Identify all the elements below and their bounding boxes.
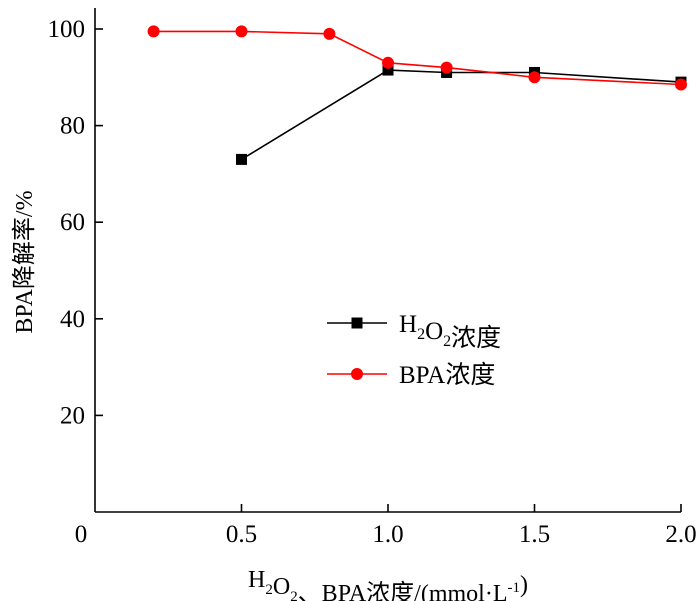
- y-tick-label: 80: [60, 113, 85, 140]
- y-tick-label: 100: [48, 16, 86, 43]
- subscript: 2: [417, 326, 425, 343]
- axes: [94, 8, 681, 513]
- series-2: [147, 25, 687, 91]
- subscript: 2: [290, 589, 298, 601]
- text-run: BPA浓度: [399, 361, 495, 389]
- legend-label: BPA浓度: [399, 361, 495, 389]
- x-axis-title: H2O2、BPA浓度/(mmol·L-1): [248, 567, 528, 601]
- text-run: H: [399, 311, 417, 338]
- text-run: ): [520, 572, 528, 598]
- data-point: [382, 56, 394, 69]
- subscript: 2: [265, 582, 273, 598]
- x-tick-label: 0.5: [226, 521, 257, 548]
- legend-label: H2O2浓度: [399, 311, 501, 352]
- legend-swatch-marker: [351, 317, 363, 329]
- subscript: 2: [443, 333, 451, 350]
- legend-swatch-marker: [351, 368, 363, 380]
- data-point: [528, 71, 541, 84]
- data-point: [440, 61, 453, 74]
- text-run: 、BPA浓度/(mmol·L: [298, 580, 508, 601]
- text-run: O: [425, 318, 443, 345]
- text-run: 浓度: [451, 324, 501, 352]
- data-point: [235, 25, 248, 38]
- series-line: [241, 69, 682, 161]
- x-tick-label: 2.0: [665, 521, 696, 548]
- data-point: [675, 78, 687, 91]
- text-run: O: [273, 574, 290, 600]
- y-tick-label: 60: [60, 209, 85, 236]
- series-layer: [147, 25, 687, 165]
- y-tick-label: 40: [60, 306, 85, 333]
- y-tick-label: 20: [60, 402, 85, 429]
- text-run: H: [248, 567, 265, 593]
- data-point: [147, 25, 160, 38]
- ticks: 0 0.5 1.0 1.5 2.0 20 40 60 80 100: [48, 16, 697, 548]
- data-point: [382, 64, 394, 76]
- legend-item: BPA浓度: [327, 361, 495, 389]
- y-axis-title: BPA降解率/%: [11, 190, 38, 333]
- x-tick-label: 1.5: [519, 521, 550, 548]
- x-tick-label: 0: [75, 521, 88, 548]
- data-point: [323, 27, 336, 40]
- superscript: -1: [508, 580, 521, 596]
- data-point: [236, 153, 247, 165]
- series-1: [236, 64, 687, 165]
- x-tick-label: 1.0: [372, 521, 403, 548]
- legend-item: H2O2浓度: [327, 311, 501, 352]
